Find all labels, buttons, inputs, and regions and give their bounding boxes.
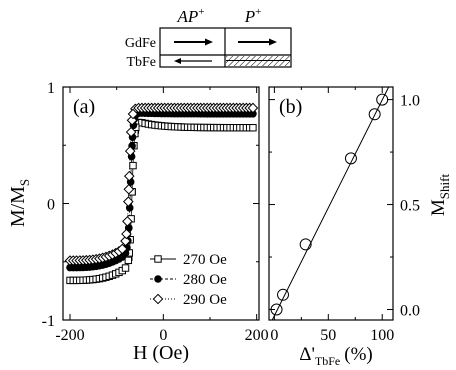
schematic-row1-label: GdFe xyxy=(125,36,156,51)
panel-a-data-point xyxy=(129,161,137,170)
panel-a-data-point xyxy=(249,124,257,132)
panel-b-data-point xyxy=(376,93,389,106)
schematic-row2-label: TbFe xyxy=(126,55,156,70)
legend-marker xyxy=(154,255,162,263)
legend-label: 270 Oe xyxy=(183,252,227,268)
panel-a-series-line-1 xyxy=(70,112,255,268)
panel-b-y-tick-label: 1.0 xyxy=(400,93,420,110)
panel-a-data-point xyxy=(123,170,135,182)
panel-b-data-point xyxy=(344,152,357,165)
panel-a-y-tick-label: 1 xyxy=(47,80,55,97)
gdfe-p-arrowhead xyxy=(269,38,277,46)
panel-a-data-point xyxy=(247,102,259,114)
panel-b-x-tick-label: 50 xyxy=(320,327,336,344)
panel-b-data-point xyxy=(277,288,290,301)
panel-b-y-axis-label: MShift xyxy=(428,174,452,217)
tbfe-ap-arrowhead xyxy=(174,58,181,64)
panel-a-data-point xyxy=(125,126,137,138)
panel-b-markers xyxy=(270,93,389,316)
panel-a-data-point xyxy=(122,216,133,227)
legend-marker xyxy=(152,293,164,305)
panel-a-data-point xyxy=(124,145,136,157)
panel-b-fit-line xyxy=(271,86,390,321)
panel-a-y-tick-label: -1 xyxy=(42,313,55,330)
layer-schematic: AP+ P+ GdFe TbFe xyxy=(125,6,292,70)
panel-a-data-point xyxy=(121,228,132,240)
panel-a-y-axis-label: M/MS xyxy=(7,179,32,227)
panel-a-data-point xyxy=(123,196,134,207)
panel-a-data-point xyxy=(120,235,131,247)
panel-a-x-tick-label: 0 xyxy=(159,327,167,344)
schematic-col2-label: P+ xyxy=(244,6,262,26)
panel-b-data-point xyxy=(299,238,312,251)
gdfe-ap-arrowhead xyxy=(205,38,213,46)
panel-a-data-point xyxy=(124,256,133,265)
panel-a-data-point xyxy=(116,243,128,255)
panel-b-x-axis-label: Δ'TbFe (%) xyxy=(299,344,372,368)
panel-a-data-point xyxy=(127,108,139,120)
panel-a-data-point xyxy=(123,183,135,195)
panel-a-ticks: -200 0 200 -1 0 1 xyxy=(42,80,269,344)
panel-a-x-axis-label: H (Oe) xyxy=(133,342,189,364)
panel-a-label: (a) xyxy=(73,96,95,118)
panel-b-frame xyxy=(268,86,394,321)
panel-b-y-tick-label: 0.0 xyxy=(400,303,420,320)
panel-b-data-point xyxy=(270,303,283,316)
panel-a-data-point xyxy=(126,114,138,126)
panel-a-y-tick-label: 0 xyxy=(47,197,55,214)
panel-b-ticks: 0 50 100 0.0 0.5 1.0 xyxy=(269,87,420,344)
panel-a-x-tick-label: -200 xyxy=(55,327,84,344)
panel-b: 0 50 100 0.0 0.5 1.0 (b) Δ'TbFe (%) MShift xyxy=(268,86,452,368)
panel-a-data-point xyxy=(121,264,130,272)
fit-line xyxy=(271,86,390,321)
legend-label: 290 Oe xyxy=(183,292,227,308)
panel-b-data-point xyxy=(368,108,381,121)
panel-b-y-tick-label: 0.5 xyxy=(400,198,420,215)
legend-label: 280 Oe xyxy=(183,272,227,288)
panel-b-label: (b) xyxy=(279,96,302,118)
schematic-col1-label: AP+ xyxy=(177,6,205,26)
panel-a: -200 0 200 -1 0 1 270 Oe 280 Oe 290 Oe (a) H (O… xyxy=(7,80,269,364)
panel-b-x-tick-label: 0 xyxy=(270,327,278,344)
panel-a-x-tick-label: 200 xyxy=(245,327,269,344)
legend-marker xyxy=(154,275,162,283)
panel-a-markers xyxy=(64,102,259,285)
panel-b-x-tick-label: 100 xyxy=(370,327,394,344)
panel-a-legend: 270 Oe 280 Oe 290 Oe xyxy=(150,252,227,308)
